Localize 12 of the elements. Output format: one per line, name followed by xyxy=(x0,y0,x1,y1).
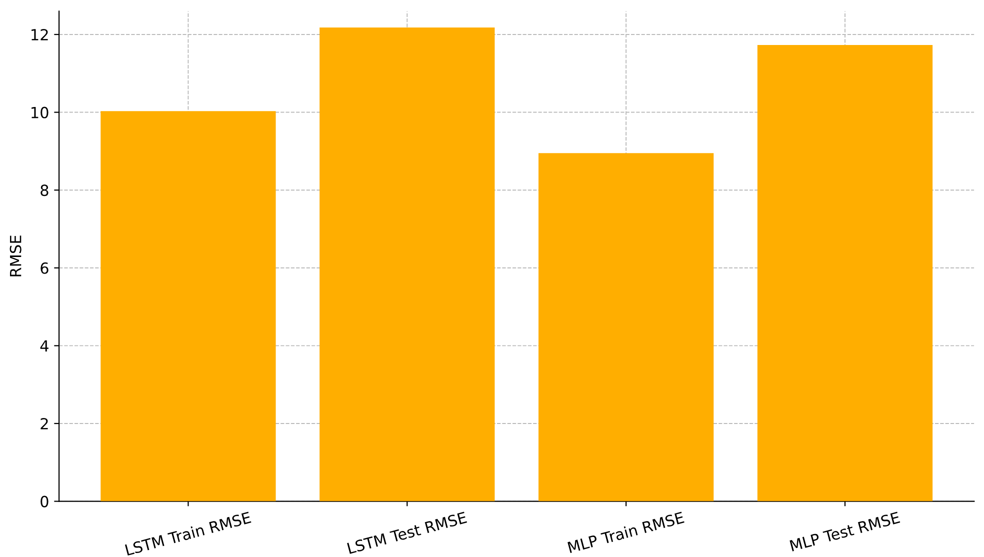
y-tick-label: 2 xyxy=(40,418,48,430)
x-tick-label: MLP Test RMSE xyxy=(790,512,900,552)
y-tick-label: 12 xyxy=(32,28,48,40)
y-tick-label: 0 xyxy=(40,496,48,508)
x-tick-label: LSTM Test RMSE xyxy=(347,512,468,554)
y-tick-label: 6 xyxy=(40,262,48,274)
y-axis-title: RMSE xyxy=(10,236,22,276)
y-tick-label: 10 xyxy=(32,106,48,118)
x-tick-label: LSTM Train RMSE xyxy=(124,511,252,556)
x-tick-label: MLP Train RMSE xyxy=(567,511,684,554)
y-tick-label: 4 xyxy=(40,340,48,352)
y-tick-label: 8 xyxy=(40,184,48,196)
